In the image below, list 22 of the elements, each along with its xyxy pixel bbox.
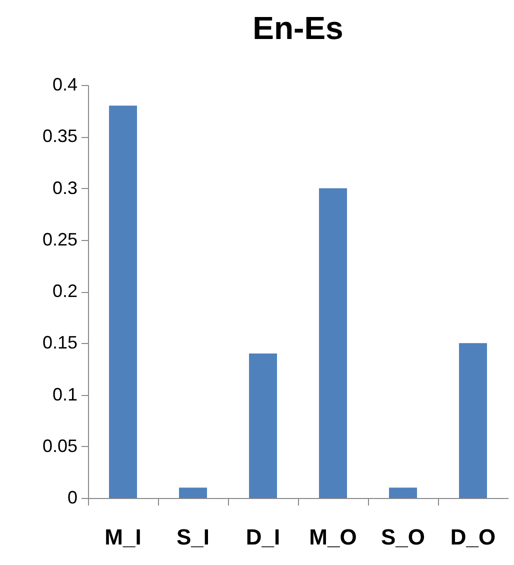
x-tick-label: D_I: [246, 524, 280, 550]
y-tick-label: 0.4: [52, 74, 78, 94]
chart-title: En-Es: [252, 10, 344, 46]
x-tick-label: S_I: [176, 524, 210, 550]
y-tick-label: 0.15: [42, 332, 78, 353]
y-tick-label: 0.2: [52, 281, 78, 301]
x-tick-label: D_O: [450, 524, 496, 550]
y-tick-label: 0.25: [42, 229, 78, 250]
x-tick-label: M_O: [309, 524, 357, 550]
bar: [249, 353, 277, 498]
x-tick-label: S_O: [380, 524, 426, 550]
bar: [319, 188, 347, 498]
y-tick-label: 0.35: [42, 126, 78, 146]
y-tick-label: 0.1: [52, 384, 78, 404]
y-tick-label: 0: [67, 488, 78, 508]
x-tick-label: M_I: [104, 524, 142, 550]
bar: [179, 488, 207, 498]
bar: [109, 106, 137, 498]
y-tick-label: 0.05: [42, 436, 78, 456]
bar: [459, 343, 487, 498]
y-tick-label: 0.3: [52, 178, 78, 198]
bar: [389, 488, 417, 498]
